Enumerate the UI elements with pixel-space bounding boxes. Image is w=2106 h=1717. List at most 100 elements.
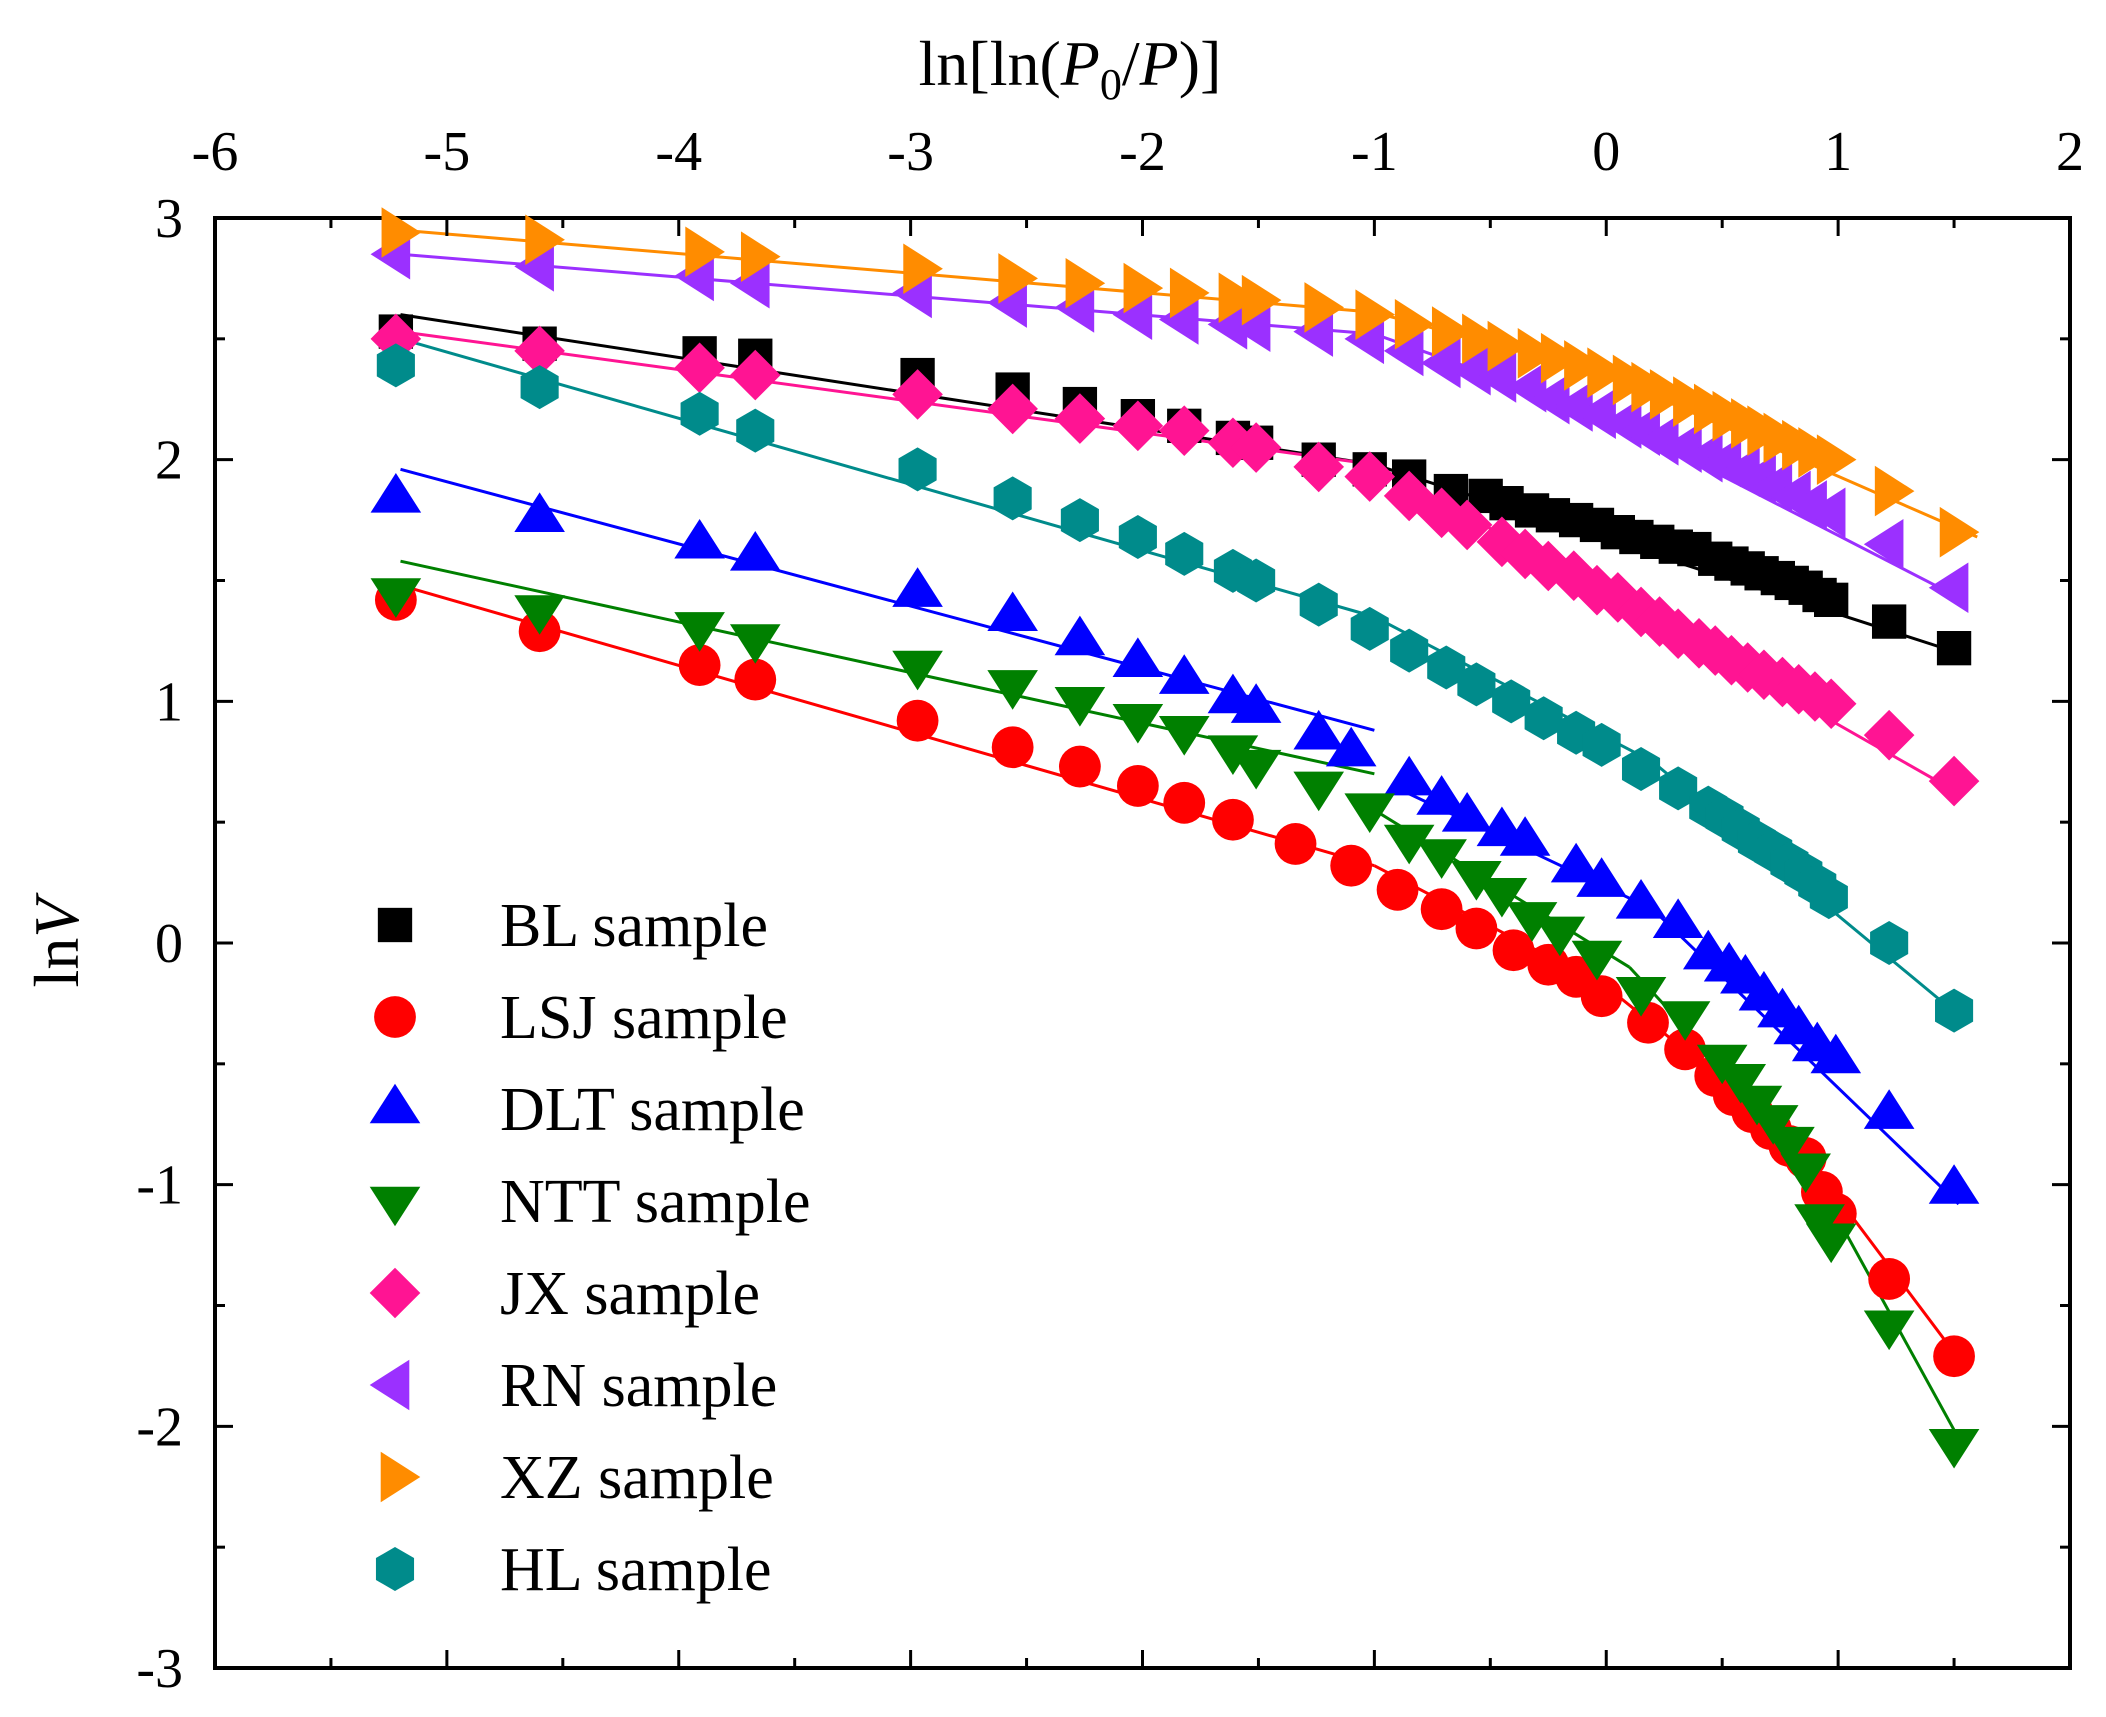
data-point	[1615, 879, 1667, 919]
y-tick-label: -2	[136, 1396, 183, 1458]
data-point	[1165, 531, 1204, 576]
data-point	[1060, 498, 1099, 543]
data-point	[1330, 844, 1373, 887]
data-point	[1576, 857, 1627, 897]
fit-line-segment	[400, 467, 1375, 732]
data-point	[1524, 696, 1563, 741]
data-point	[1928, 1428, 1980, 1469]
data-point	[1383, 470, 1435, 522]
data-point	[1274, 823, 1317, 865]
data-point	[1863, 1089, 1915, 1129]
data-point	[1394, 299, 1435, 350]
data-point	[1621, 747, 1661, 791]
data-point	[993, 476, 1032, 521]
data-point	[896, 699, 939, 742]
data-point	[729, 257, 770, 309]
data-point	[680, 391, 719, 436]
data-point	[1871, 604, 1907, 639]
data-point	[1383, 824, 1435, 865]
legend-label: LSJ sample	[500, 984, 788, 1052]
x-tick-label: -5	[424, 121, 471, 183]
data-point	[1455, 907, 1498, 950]
legend-marker	[369, 1359, 410, 1411]
data-point	[1534, 916, 1586, 957]
legend-label: BL sample	[500, 892, 768, 960]
data-point	[1805, 487, 1846, 539]
data-point	[1863, 709, 1915, 761]
data-point	[898, 447, 937, 492]
data-point	[1112, 703, 1164, 744]
data-markers	[370, 207, 1980, 1469]
y-tick-label: -3	[136, 1638, 183, 1700]
data-point	[1673, 376, 1713, 427]
legend-label: HL sample	[500, 1536, 771, 1604]
data-point	[1476, 877, 1528, 918]
data-point	[1571, 940, 1623, 981]
y-tick-label: 3	[155, 188, 183, 250]
data-point	[1431, 306, 1472, 357]
data-point	[1325, 726, 1377, 767]
data-point	[1441, 499, 1493, 551]
data-point	[1868, 1258, 1911, 1300]
data-point	[734, 658, 777, 701]
legend-marker	[369, 1267, 421, 1319]
data-point	[1487, 320, 1528, 372]
fit-line-segment	[400, 228, 1375, 314]
data-point	[1058, 745, 1101, 788]
data-point	[1582, 722, 1621, 767]
data-point	[1863, 1310, 1915, 1351]
data-point	[1457, 662, 1496, 707]
data-point	[376, 343, 415, 388]
data-point	[1304, 282, 1345, 333]
x-tick-label: -6	[192, 121, 239, 183]
data-point	[1874, 465, 1915, 517]
data-point	[1230, 301, 1271, 353]
data-point	[987, 670, 1038, 710]
x-tick-label: 2	[2056, 121, 2084, 183]
data-point	[1376, 868, 1419, 911]
data-point	[729, 531, 781, 571]
data-point	[1564, 340, 1604, 391]
data-point	[1207, 299, 1248, 350]
data-point	[1451, 861, 1502, 901]
data-point	[1427, 645, 1466, 690]
x-tick-label: -3	[887, 121, 934, 183]
data-point	[1805, 678, 1857, 730]
data-point	[1230, 683, 1282, 723]
y-tick-label: 2	[155, 430, 183, 492]
legend-marker	[374, 996, 416, 1038]
data-point	[892, 650, 943, 691]
data-point	[729, 349, 781, 401]
data-point	[1390, 628, 1429, 673]
data-point	[674, 612, 725, 652]
data-point	[1241, 274, 1282, 326]
x-tick-label: 0	[1592, 121, 1620, 183]
data-point	[1212, 798, 1254, 841]
data-point	[1355, 289, 1396, 340]
legend-marker	[377, 907, 413, 943]
data-point	[1230, 422, 1282, 473]
data-point	[1462, 313, 1502, 365]
data-point	[1928, 562, 1969, 614]
data-point	[1237, 558, 1276, 603]
data-point	[1054, 687, 1106, 727]
data-point	[1054, 615, 1106, 656]
data-point	[1506, 902, 1558, 942]
data-point	[1540, 332, 1581, 384]
legend-marker	[380, 1451, 421, 1503]
data-point	[1550, 842, 1602, 883]
data-point	[1576, 388, 1616, 440]
data-point	[1492, 679, 1531, 724]
data-point	[998, 253, 1038, 304]
data-point	[674, 518, 725, 559]
data-point	[514, 492, 565, 532]
data-point	[1344, 793, 1396, 833]
data-point	[1112, 400, 1164, 452]
data-point	[370, 578, 422, 618]
data-point	[1416, 775, 1467, 815]
data-point	[381, 207, 422, 258]
data-point	[1715, 1064, 1767, 1104]
y-tick-label: 1	[155, 671, 183, 733]
data-point	[1659, 766, 1698, 811]
